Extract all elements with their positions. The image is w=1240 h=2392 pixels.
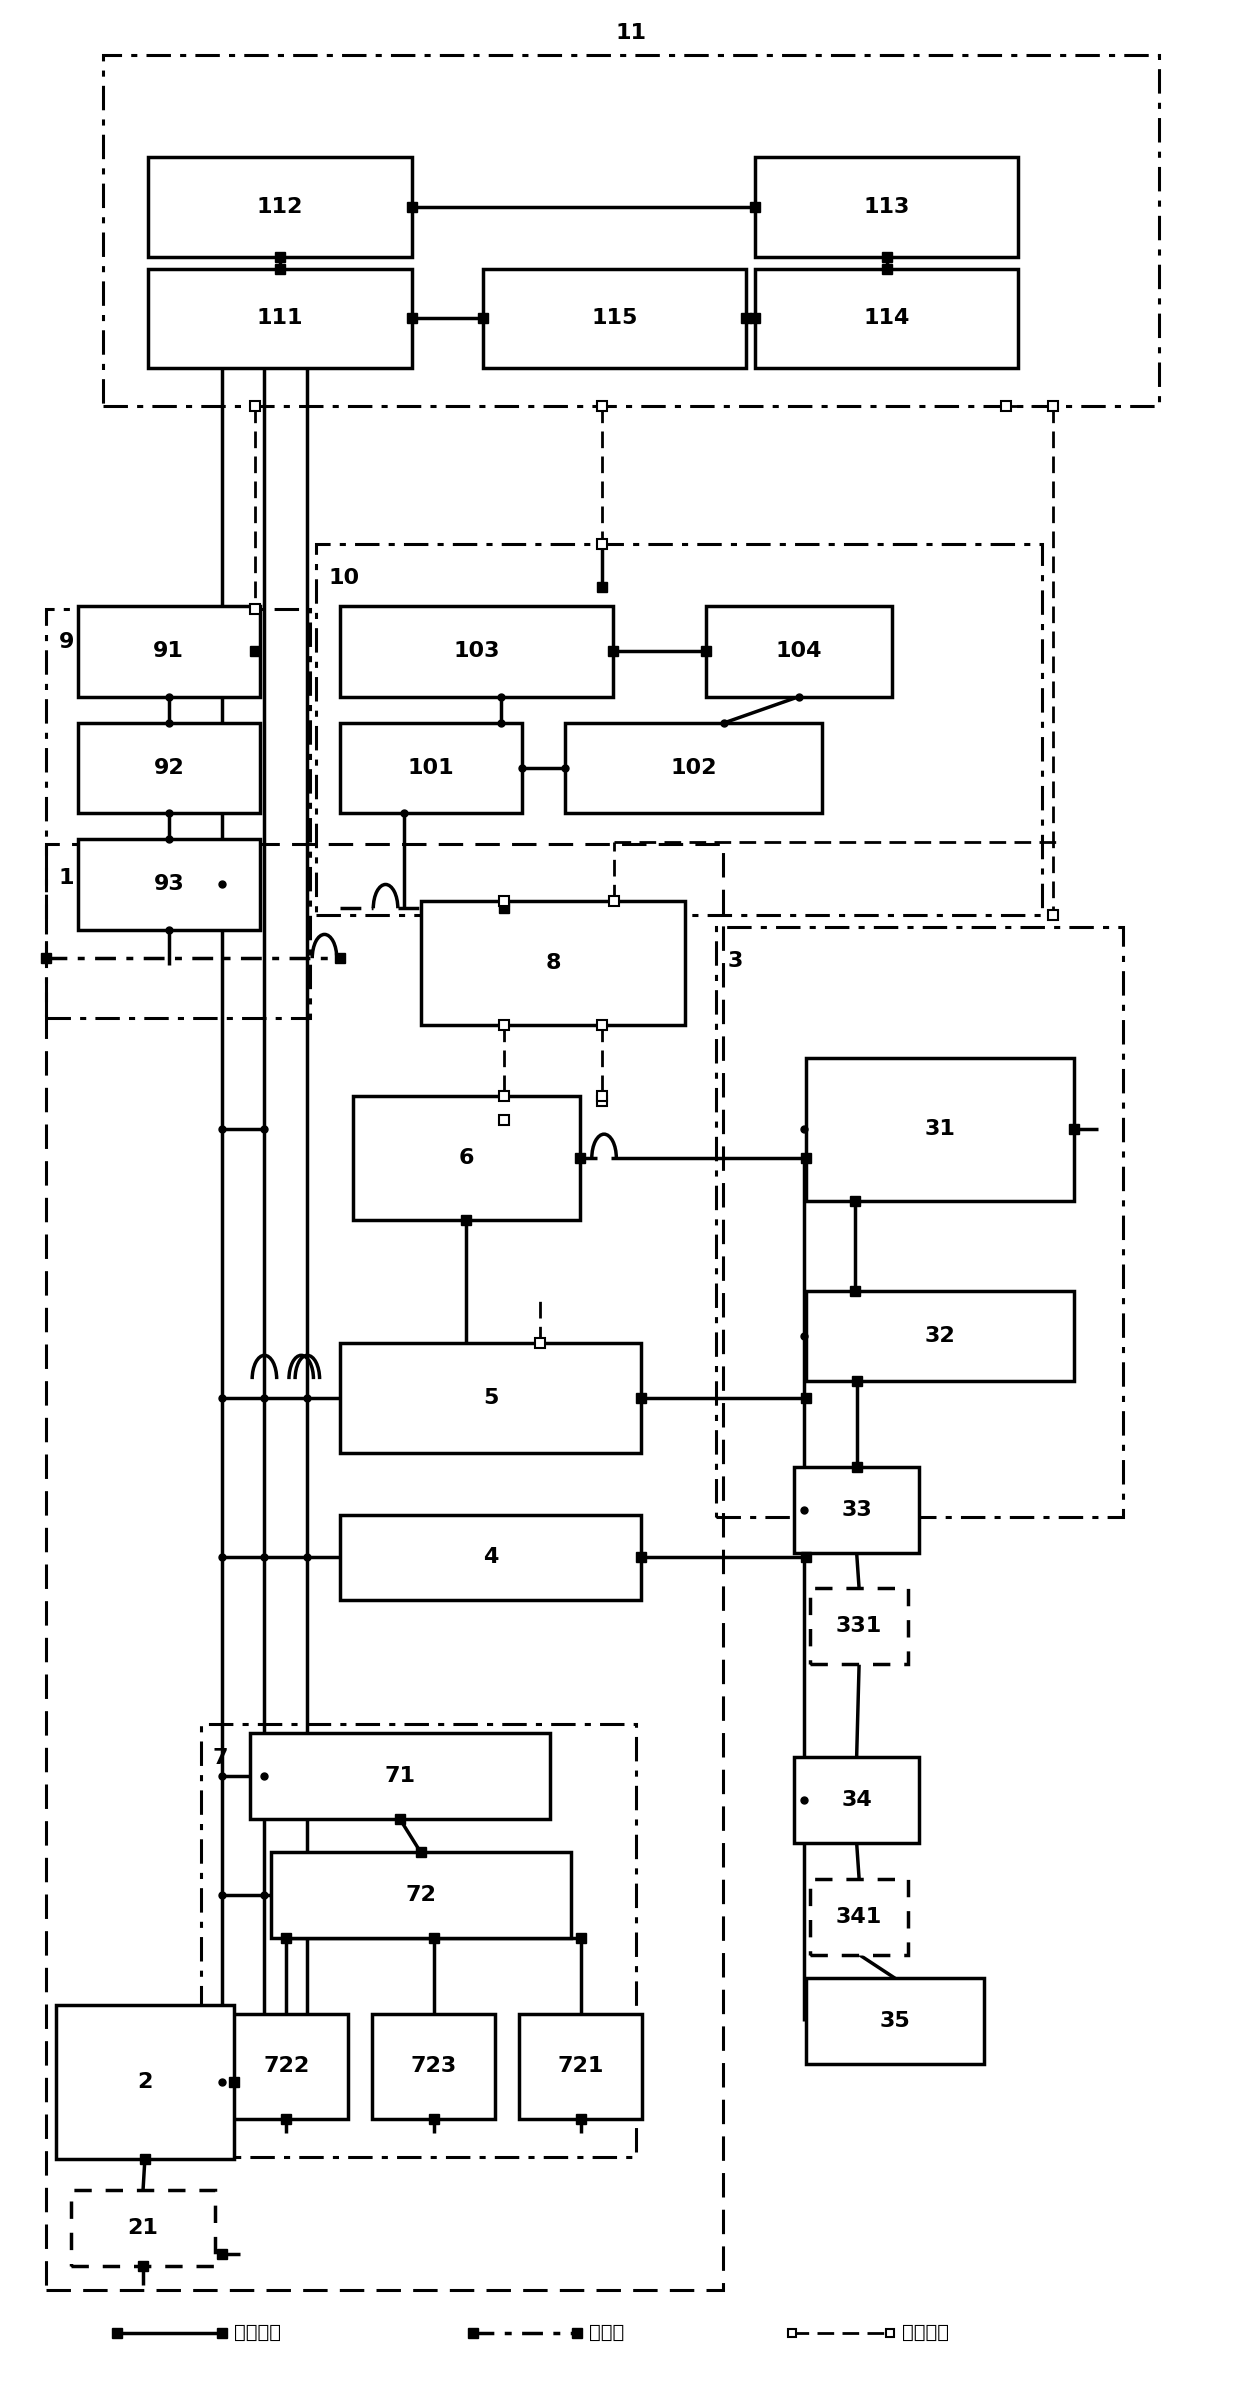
Text: 2: 2 (138, 2071, 153, 2093)
Bar (148, 158, 412, 256)
Bar (810, 1588, 908, 1665)
Text: 723: 723 (410, 2057, 456, 2076)
Text: 4: 4 (482, 1548, 498, 1567)
Bar (78, 840, 259, 930)
Bar (755, 268, 1018, 368)
Text: 无线连接: 无线连接 (901, 2323, 949, 2342)
Bar (715, 928, 1122, 1517)
Text: 72: 72 (405, 1885, 436, 1904)
Bar (249, 1734, 551, 1818)
Bar (706, 605, 893, 696)
Text: 721: 721 (558, 2057, 604, 2076)
Text: 115: 115 (591, 309, 637, 328)
Text: 102: 102 (671, 758, 717, 777)
Text: 固定连接: 固定连接 (234, 2323, 280, 2342)
Bar (352, 1096, 579, 1220)
Bar (56, 2004, 234, 2160)
Text: 112: 112 (257, 196, 303, 218)
Bar (565, 722, 822, 813)
Bar (422, 902, 684, 1024)
Text: 21: 21 (128, 2217, 159, 2239)
Bar (341, 722, 522, 813)
Bar (372, 2014, 495, 2119)
Text: 114: 114 (863, 309, 910, 328)
Bar (520, 2014, 642, 2119)
Text: 101: 101 (408, 758, 455, 777)
Bar (71, 2191, 216, 2265)
Text: 电连接: 电连接 (589, 2323, 625, 2342)
Text: 8: 8 (546, 952, 560, 974)
Text: 7: 7 (213, 1749, 228, 1768)
Text: 11: 11 (615, 22, 646, 43)
Text: 35: 35 (880, 2012, 910, 2031)
Text: 71: 71 (384, 1765, 415, 1787)
Bar (148, 268, 412, 368)
Bar (201, 1725, 636, 2158)
Bar (78, 722, 259, 813)
Bar (316, 545, 1042, 916)
Text: 9: 9 (58, 631, 74, 653)
Bar (806, 1057, 1074, 1201)
Text: 104: 104 (776, 641, 822, 663)
Bar (46, 608, 310, 1017)
Bar (810, 1878, 908, 1954)
Bar (482, 268, 746, 368)
Text: 113: 113 (863, 196, 910, 218)
Text: 722: 722 (263, 2057, 310, 2076)
Text: 91: 91 (154, 641, 185, 663)
Text: 10: 10 (329, 569, 360, 588)
Text: 5: 5 (482, 1387, 498, 1409)
Text: 33: 33 (841, 1500, 872, 1519)
Bar (806, 1292, 1074, 1383)
Bar (78, 605, 259, 696)
Bar (806, 1978, 985, 2064)
Text: 92: 92 (154, 758, 185, 777)
Text: 1: 1 (58, 868, 74, 887)
Text: 32: 32 (925, 1325, 955, 1347)
Bar (341, 1344, 641, 1452)
Text: 6: 6 (459, 1148, 474, 1167)
Bar (341, 605, 613, 696)
Text: 3: 3 (728, 952, 743, 971)
Text: 93: 93 (154, 875, 185, 895)
Text: 31: 31 (925, 1119, 956, 1139)
Bar (103, 55, 1159, 407)
Bar (341, 1514, 641, 1600)
Text: 34: 34 (841, 1789, 872, 1811)
Bar (226, 2014, 347, 2119)
Text: 111: 111 (257, 309, 303, 328)
Bar (794, 1466, 919, 1552)
Text: 331: 331 (836, 1617, 882, 1636)
Bar (755, 158, 1018, 256)
Bar (46, 844, 723, 2289)
Text: 103: 103 (454, 641, 500, 663)
Text: 341: 341 (836, 1906, 882, 1926)
Bar (270, 1851, 570, 1938)
Bar (794, 1758, 919, 1842)
